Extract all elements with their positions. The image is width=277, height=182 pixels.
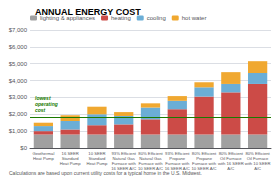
svg-text:$2,000: $2,000	[9, 111, 28, 117]
svg-text:16 SEER A/C: 16 SEER A/C	[111, 166, 137, 171]
svg-text:Furnace with: Furnace with	[111, 161, 136, 166]
svg-text:A/C: A/C	[254, 166, 261, 171]
svg-text:80% Efficient: 80% Efficient	[191, 151, 217, 156]
svg-text:Natural Gas: Natural Gas	[139, 156, 162, 161]
svg-text:10 SEER A/C: 10 SEER A/C	[137, 166, 164, 171]
svg-text:lowest: lowest	[35, 94, 51, 101]
svg-text:A/C: A/C	[227, 166, 234, 171]
svg-text:16 SEER: 16 SEER	[61, 151, 79, 156]
svg-text:80% Efficient: 80% Efficient	[218, 151, 243, 156]
svg-text:Natural Gas: Natural Gas	[112, 156, 135, 161]
svg-text:80% Efficient: 80% Efficient	[245, 151, 270, 156]
svg-text:$4,000: $4,000	[9, 78, 28, 84]
svg-text:10 SEER A/C: 10 SEER A/C	[191, 166, 217, 171]
svg-text:Propane: Propane	[196, 156, 212, 161]
svg-text:cost: cost	[35, 107, 46, 113]
svg-text:Furnace with: Furnace with	[138, 161, 163, 166]
svg-text:Calculations are based upon cu: Calculations are based upon current util…	[9, 170, 202, 176]
svg-text:with 10 SEER: with 10 SEER	[244, 161, 271, 166]
svg-text:Standard: Standard	[61, 156, 79, 161]
svg-text:$6,000: $6,000	[9, 44, 28, 50]
svg-text:Oil Furnace: Oil Furnace	[220, 156, 242, 161]
svg-text:cooling: cooling	[147, 15, 166, 21]
svg-text:$1,000: $1,000	[9, 128, 28, 134]
svg-text:10 SEER: 10 SEER	[88, 151, 106, 156]
svg-text:Furnace with: Furnace with	[192, 161, 216, 166]
svg-text:$0: $0	[20, 145, 27, 151]
svg-text:$5,000: $5,000	[9, 61, 28, 67]
svg-text:80% Efficient: 80% Efficient	[138, 151, 163, 156]
svg-text:operating: operating	[35, 100, 58, 107]
svg-text:heating: heating	[111, 15, 131, 21]
svg-text:Heat Pump: Heat Pump	[86, 161, 108, 166]
svg-text:93% Efficient: 93% Efficient	[165, 151, 190, 156]
svg-text:Propane: Propane	[169, 156, 186, 161]
svg-text:with 16 SEER: with 16 SEER	[217, 161, 244, 166]
svg-text:Heat Pump: Heat Pump	[33, 156, 55, 161]
svg-text:hot water: hot water	[182, 15, 207, 21]
svg-text:ANNUAL ENERGY COST: ANNUAL ENERGY COST	[35, 7, 141, 17]
svg-text:16 SEER A/C: 16 SEER A/C	[164, 166, 190, 171]
svg-text:Geothermal: Geothermal	[32, 151, 55, 156]
svg-text:$3,000: $3,000	[9, 94, 28, 100]
svg-text:Oil Furnace: Oil Furnace	[246, 156, 269, 161]
svg-text:Standard: Standard	[88, 156, 106, 161]
svg-text:lighting & appliances: lighting & appliances	[40, 15, 95, 21]
svg-text:Heat Pump: Heat Pump	[60, 161, 82, 166]
svg-text:Furnace with: Furnace with	[165, 161, 190, 166]
svg-text:93% Efficient: 93% Efficient	[111, 151, 136, 156]
svg-text:$7,000: $7,000	[9, 27, 28, 33]
